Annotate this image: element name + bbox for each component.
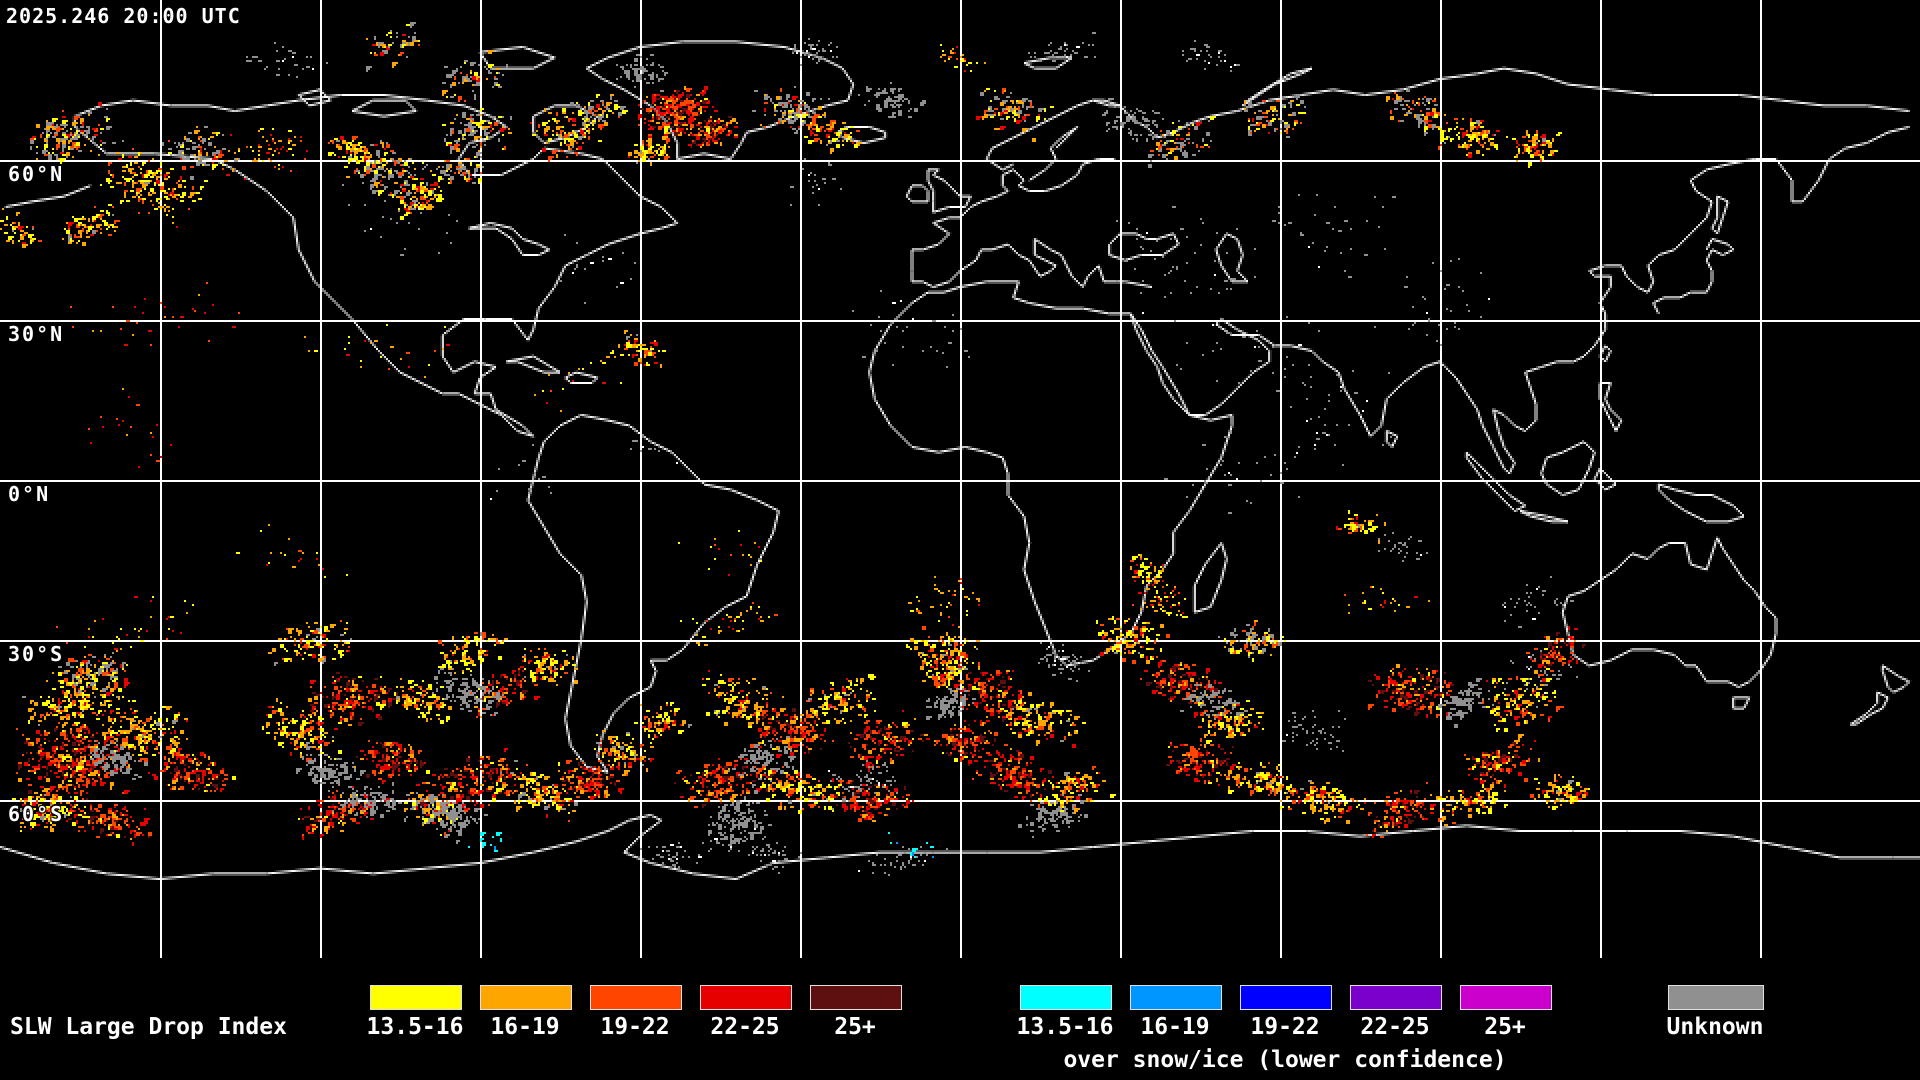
legend-range-label-snowice-13-5-16: 13.5-16: [1016, 1014, 1114, 1040]
legend-range-label-slw-25plus: 25+: [834, 1014, 876, 1040]
legend-subtitle-snow-ice: over snow/ice (lower confidence): [1063, 1047, 1507, 1073]
legend-swatch-slw-25plus: [810, 985, 902, 1010]
legend-swatch-snowice-22-25: [1350, 985, 1442, 1010]
legend-swatch-slw-22-25: [700, 985, 792, 1010]
lat-label-0n: 0°N: [8, 482, 51, 506]
legend-swatch-unknown: [1668, 985, 1764, 1010]
legend-range-label-snowice-22-25: 22-25: [1360, 1014, 1430, 1040]
legend-range-label-slw-22-25: 22-25: [710, 1014, 780, 1040]
lat-label-30s: 30°S: [8, 642, 65, 666]
lat-label-60n: 60°N: [8, 162, 65, 186]
legend-swatch-snowice-13-5-16: [1020, 985, 1112, 1010]
legend-swatch-snowice-19-22: [1240, 985, 1332, 1010]
legend-range-label-snowice-19-22: 19-22: [1250, 1014, 1320, 1040]
legend-range-label-snowice-25plus: 25+: [1484, 1014, 1526, 1040]
lat-label-60s: 60°S: [8, 802, 65, 826]
legend-swatch-snowice-25plus: [1460, 985, 1552, 1010]
legend-swatch-slw-16-19: [480, 985, 572, 1010]
legend-range-label-unknown: Unknown: [1666, 1014, 1764, 1040]
legend-swatch-snowice-16-19: [1130, 985, 1222, 1010]
legend-title: SLW Large Drop Index: [10, 1014, 287, 1040]
legend-range-label-slw-19-22: 19-22: [600, 1014, 670, 1040]
legend-swatch-slw-19-22: [590, 985, 682, 1010]
timestamp: 2025.246 20:00 UTC: [6, 4, 241, 28]
lat-label-30n: 30°N: [8, 322, 65, 346]
legend-swatch-slw-13-5-16: [370, 985, 462, 1010]
legend-range-label-slw-13-5-16: 13.5-16: [366, 1014, 464, 1040]
legend-range-label-snowice-16-19: 16-19: [1140, 1014, 1210, 1040]
legend-range-label-slw-16-19: 16-19: [490, 1014, 560, 1040]
